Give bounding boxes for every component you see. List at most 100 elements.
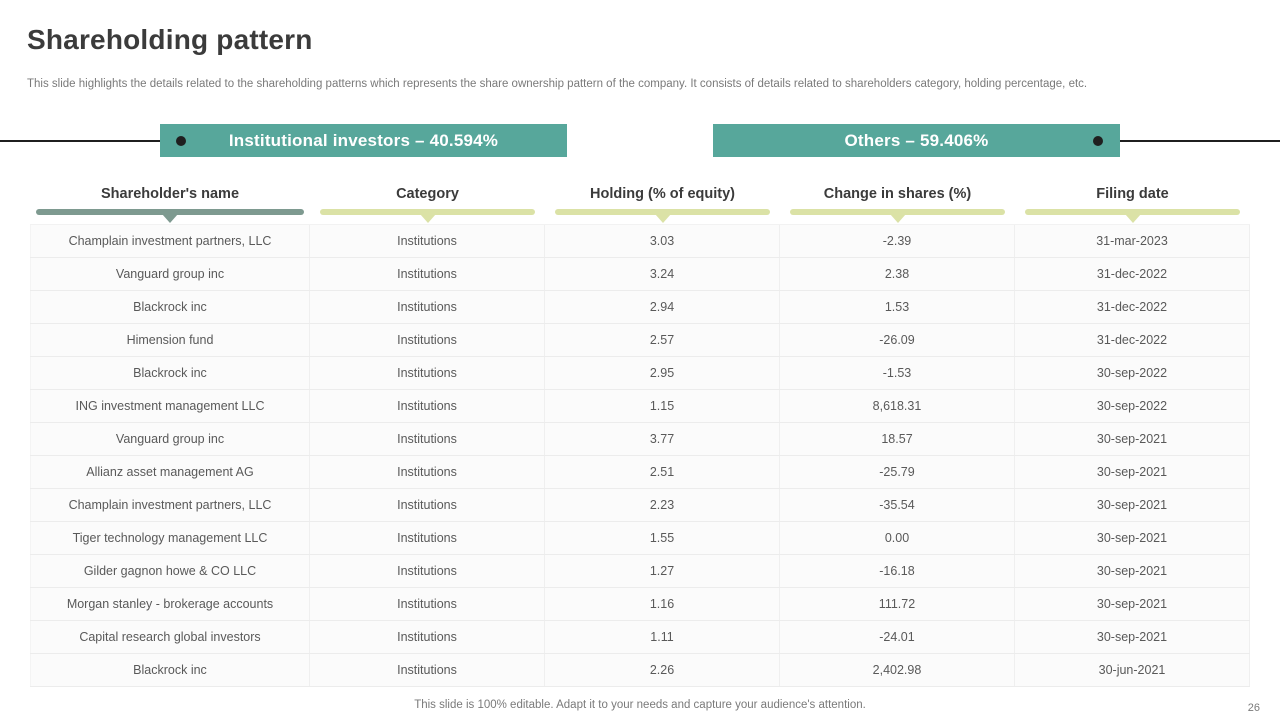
table-row: Morgan stanley - brokerage accounts Insti… <box>30 588 1250 621</box>
table-row: Blackrock inc Institutions 2.26 2,402.98 30-… <box>30 654 1250 687</box>
cell-holding: 2.26 <box>545 654 780 686</box>
table-header-row: Shareholder's name Category Holding (% o… <box>30 183 1250 223</box>
cell-name: ING investment management LLC <box>30 390 310 422</box>
table-row: Champlain investment partners, LLC Instit… <box>30 224 1250 258</box>
bullet-dot-right <box>1093 136 1103 146</box>
table-row: Gilder gagnon howe & CO LLC Institutions 1… <box>30 555 1250 588</box>
cell-filing-date: 30-sep-2022 <box>1015 357 1250 389</box>
cell-filing-date: 31-dec-2022 <box>1015 291 1250 323</box>
page-title: Shareholding pattern <box>27 24 313 55</box>
banner-institutional-investors: Institutional investors – 40.594% <box>160 124 567 157</box>
table-row: Blackrock inc Institutions 2.95 -1.53 30-sep… <box>30 357 1250 390</box>
cell-holding: 1.11 <box>545 621 780 653</box>
column-header-filing-date: Filing date <box>1015 183 1250 223</box>
column-header-category: Category <box>310 183 545 223</box>
cell-change: 2.38 <box>780 258 1015 290</box>
cell-name: Himension fund <box>30 324 310 356</box>
header-underline-bar <box>36 209 304 223</box>
cell-change: -26.09 <box>780 324 1015 356</box>
cell-category: Institutions <box>310 357 545 389</box>
cell-category: Institutions <box>310 489 545 521</box>
column-header-change-in-shares: Change in shares (%) <box>780 183 1015 223</box>
header-underline-bar <box>320 209 535 223</box>
cell-filing-date: 31-dec-2022 <box>1015 258 1250 290</box>
cell-name: Blackrock inc <box>30 654 310 686</box>
cell-holding: 3.77 <box>545 423 780 455</box>
cell-filing-date: 30-sep-2021 <box>1015 489 1250 521</box>
column-header-label: Holding (% of equity) <box>590 186 735 202</box>
pointer-triangle-icon <box>162 214 178 223</box>
table-row: Vanguard group inc Institutions 3.24 2.38 31… <box>30 258 1250 291</box>
cell-holding: 1.16 <box>545 588 780 620</box>
header-underline-bar <box>790 209 1005 223</box>
cell-category: Institutions <box>310 225 545 257</box>
cell-category: Institutions <box>310 324 545 356</box>
cell-change: -16.18 <box>780 555 1015 587</box>
cell-change: -25.79 <box>780 456 1015 488</box>
header-underline-bar <box>555 209 770 223</box>
cell-name: Vanguard group inc <box>30 423 310 455</box>
cell-name: Champlain investment partners, LLC <box>30 489 310 521</box>
cell-filing-date: 30-sep-2021 <box>1015 588 1250 620</box>
cell-name: Capital research global investors <box>30 621 310 653</box>
shareholding-table: Shareholder's name Category Holding (% o… <box>30 183 1250 687</box>
cell-change: -2.39 <box>780 225 1015 257</box>
pointer-triangle-icon <box>1124 214 1141 223</box>
table-body: Champlain investment partners, LLC Instit… <box>30 224 1250 687</box>
footer-note: This slide is 100% editable. Adapt it to… <box>414 699 866 711</box>
cell-filing-date: 30-sep-2021 <box>1015 621 1250 653</box>
column-header-label: Shareholder's name <box>100 186 240 202</box>
cell-holding: 2.23 <box>545 489 780 521</box>
cell-holding: 2.94 <box>545 291 780 323</box>
cell-change: 8,618.31 <box>780 390 1015 422</box>
bullet-dot-left <box>176 136 186 146</box>
column-header-label: Change in shares (%) <box>823 186 972 202</box>
pointer-triangle-icon <box>889 214 906 223</box>
pointer-triangle-icon <box>419 214 436 223</box>
cell-change: -35.54 <box>780 489 1015 521</box>
cell-name: Vanguard group inc <box>30 258 310 290</box>
cell-filing-date: 30-sep-2022 <box>1015 390 1250 422</box>
cell-category: Institutions <box>310 621 545 653</box>
cell-name: Blackrock inc <box>30 357 310 389</box>
cell-holding: 2.95 <box>545 357 780 389</box>
column-header-holding: Holding (% of equity) <box>545 183 780 223</box>
table-row: Vanguard group inc Institutions 3.77 18.57 3… <box>30 423 1250 456</box>
cell-change: -24.01 <box>780 621 1015 653</box>
cell-filing-date: 31-dec-2022 <box>1015 324 1250 356</box>
cell-category: Institutions <box>310 291 545 323</box>
cell-holding: 2.57 <box>545 324 780 356</box>
cell-name: Blackrock inc <box>30 291 310 323</box>
cell-holding: 3.03 <box>545 225 780 257</box>
column-header-label: Filing date <box>1096 186 1169 202</box>
cell-filing-date: 30-sep-2021 <box>1015 423 1250 455</box>
table-row: ING investment management LLC Institution… <box>30 390 1250 423</box>
cell-category: Institutions <box>310 258 545 290</box>
cell-filing-date: 30-sep-2021 <box>1015 522 1250 554</box>
cell-holding: 1.27 <box>545 555 780 587</box>
cell-holding: 1.15 <box>545 390 780 422</box>
cell-filing-date: 30-jun-2021 <box>1015 654 1250 686</box>
header-underline-bar <box>1025 209 1240 223</box>
cell-change: 1.53 <box>780 291 1015 323</box>
cell-filing-date: 30-sep-2021 <box>1015 555 1250 587</box>
cell-holding: 1.55 <box>545 522 780 554</box>
table-row: Allianz asset management AG Institutions 2… <box>30 456 1250 489</box>
cell-name: Allianz asset management AG <box>30 456 310 488</box>
column-header-shareholder-name: Shareholder's name <box>30 183 310 223</box>
table-row: Tiger technology management LLC Instituti… <box>30 522 1250 555</box>
table-row: Blackrock inc Institutions 2.94 1.53 31-dec-… <box>30 291 1250 324</box>
cell-category: Institutions <box>310 456 545 488</box>
cell-holding: 2.51 <box>545 456 780 488</box>
cell-name: Gilder gagnon howe & CO LLC <box>30 555 310 587</box>
table-row: Champlain investment partners, LLC Instit… <box>30 489 1250 522</box>
banner-others: Others – 59.406% <box>713 124 1120 157</box>
cell-category: Institutions <box>310 522 545 554</box>
cell-category: Institutions <box>310 654 545 686</box>
cell-filing-date: 30-sep-2021 <box>1015 456 1250 488</box>
table-row: Himension fund Institutions 2.57 -26.09 31-d… <box>30 324 1250 357</box>
column-header-label: Category <box>396 186 459 202</box>
cell-name: Tiger technology management LLC <box>30 522 310 554</box>
connector-line-left <box>0 140 181 142</box>
